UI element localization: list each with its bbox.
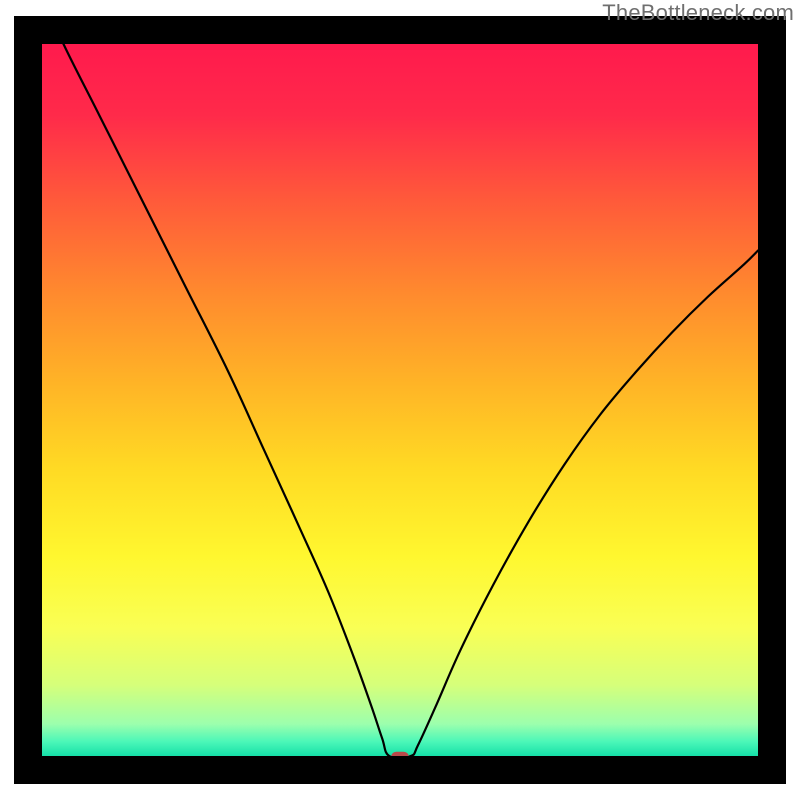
plot-background [42,44,758,756]
chart-stage: TheBottleneck.com [0,0,800,800]
watermark-text: TheBottleneck.com [602,0,794,26]
bottleneck-chart [0,0,800,800]
